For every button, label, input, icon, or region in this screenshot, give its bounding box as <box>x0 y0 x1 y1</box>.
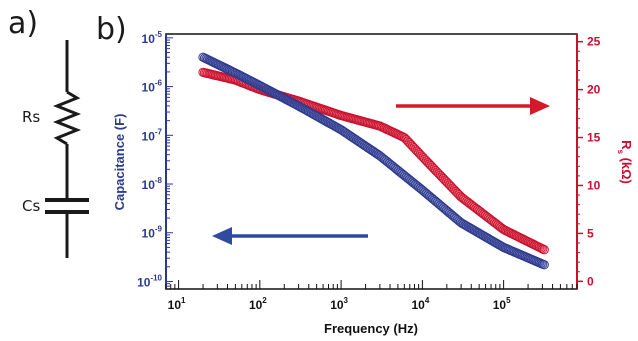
x-tick-label-base: 10 <box>330 298 344 312</box>
left-tick-label-base: 10 <box>142 178 156 192</box>
left-tick-label-exponent: -10 <box>150 273 162 282</box>
right-tick-label: 15 <box>587 131 601 145</box>
x-tick-label-exponent: 1 <box>181 296 186 305</box>
right-axis-title-unit: (kΩ) <box>619 154 634 184</box>
capacitor-label: Cs <box>22 197 40 215</box>
arrow-left-head <box>212 227 232 245</box>
left-tick-label: 10-7 <box>142 127 163 143</box>
arrow-to-right-axis <box>396 97 550 115</box>
left-tick-label: 10-8 <box>142 176 163 192</box>
right-tick-label: 0 <box>587 274 594 288</box>
right-tick-label: 20 <box>587 83 601 97</box>
left-tick-label-exponent: -5 <box>155 30 163 39</box>
left-tick-label-exponent: -8 <box>155 176 163 185</box>
x-tick-label-exponent: 3 <box>344 296 349 305</box>
left-tick-label-base: 10 <box>142 81 156 95</box>
left-tick-label-base: 10 <box>142 32 156 46</box>
left-tick-label-base: 10 <box>142 227 156 241</box>
x-tick-label-base: 10 <box>249 298 263 312</box>
left-tick-label: 10-10 <box>137 273 162 289</box>
left-tick-label-exponent: -7 <box>155 127 163 136</box>
x-axis-title: Frequency (Hz) <box>324 321 418 336</box>
left-tick-label-exponent: -6 <box>155 79 163 88</box>
right-axis-ticks: 0 5 10 15 20 25 <box>577 35 601 288</box>
x-axis-ticks: 101 102 103 104 105 <box>165 280 578 312</box>
left-tick-label: 10-9 <box>142 225 163 241</box>
panel-label-a: a) <box>8 6 39 41</box>
series-rs <box>198 67 549 255</box>
x-tick-label-base: 10 <box>411 298 425 312</box>
x-tick-label-base: 10 <box>493 298 507 312</box>
capacitance-data-point <box>539 260 549 270</box>
right-axis-title-sub: s <box>616 150 625 155</box>
x-tick-label: 105 <box>493 296 511 312</box>
left-tick-label-exponent: -9 <box>155 225 163 234</box>
x-tick-label-exponent: 5 <box>506 296 511 305</box>
x-tick-label: 103 <box>330 296 348 312</box>
x-tick-label: 104 <box>411 296 429 312</box>
x-tick-label-base: 10 <box>168 298 182 312</box>
panel-label-b: b) <box>96 12 127 47</box>
arrow-to-left-axis <box>212 227 368 245</box>
right-tick-label: 5 <box>587 226 594 240</box>
left-axis-ticks: 10-510-610-710-810-910-10 <box>137 30 173 289</box>
right-tick-label: 25 <box>587 35 601 49</box>
left-axis-title: Capacitance (F) <box>112 114 127 211</box>
series-capacitance <box>198 52 549 270</box>
right-tick-label: 10 <box>587 178 601 192</box>
resistor-symbol <box>52 90 82 146</box>
x-tick-label: 101 <box>168 296 186 312</box>
resistor-label: Rs <box>22 108 40 126</box>
left-tick-label: 10-5 <box>142 30 163 46</box>
left-tick-label-base: 10 <box>142 129 156 143</box>
left-tick-label-base: 10 <box>137 275 151 289</box>
circuit-diagram: Rs Cs <box>22 40 89 258</box>
x-tick-label-exponent: 2 <box>262 296 267 305</box>
x-tick-label-exponent: 4 <box>425 296 430 305</box>
right-axis-title: Rs (kΩ) <box>616 140 634 184</box>
right-axis-title-main: R <box>619 140 634 150</box>
left-tick-label: 10-6 <box>142 79 163 95</box>
arrow-right-head <box>530 97 550 115</box>
x-tick-label: 102 <box>249 296 267 312</box>
rs-data-point <box>539 245 549 255</box>
